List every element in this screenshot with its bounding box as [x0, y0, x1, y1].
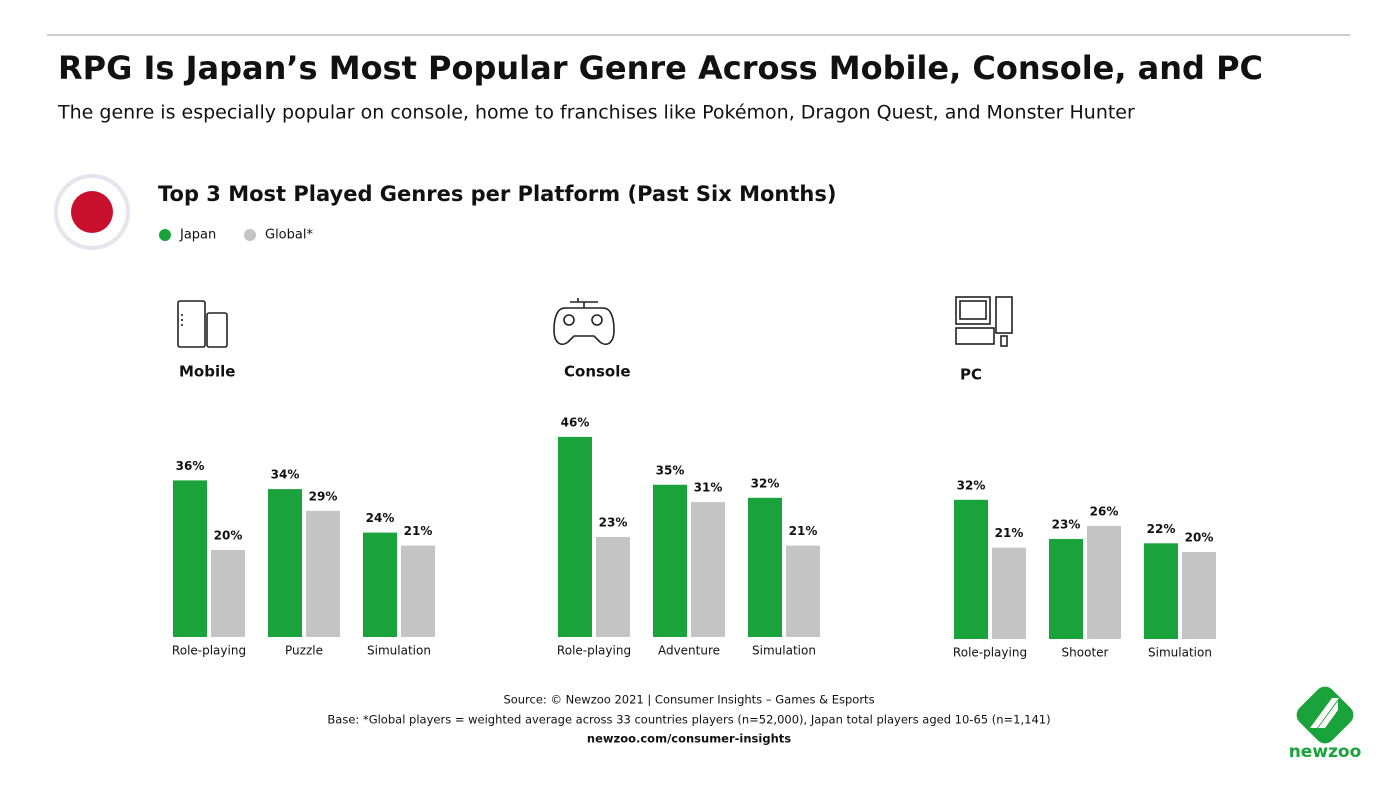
bar [1144, 543, 1178, 639]
value-label: 29% [309, 489, 338, 503]
category-label: Simulation [1148, 646, 1212, 660]
bar [211, 550, 245, 637]
value-label: 20% [1185, 531, 1214, 545]
value-label: 32% [751, 476, 780, 490]
bar [401, 545, 435, 637]
value-label: 20% [214, 529, 243, 543]
bar [954, 499, 988, 639]
base-note: Base: *Global players = weighted average… [327, 713, 1050, 727]
bar [1049, 538, 1083, 639]
legend-swatch [244, 229, 256, 241]
bar [691, 502, 725, 637]
bar [363, 532, 397, 637]
value-label: 23% [1052, 517, 1081, 531]
url: newzoo.com/consumer-insights [587, 732, 791, 746]
title: RPG Is Japan’s Most Popular Genre Across… [58, 49, 1263, 87]
flag-sun [71, 191, 113, 233]
category-label: Puzzle [285, 644, 323, 658]
icon-console [553, 298, 615, 346]
category-label: Role-playing [953, 646, 1027, 660]
platform-label: Mobile [179, 363, 235, 381]
bar [992, 547, 1026, 639]
value-label: 26% [1090, 504, 1119, 518]
category-label: Role-playing [172, 644, 246, 658]
category-label: Role-playing [557, 644, 631, 658]
value-label: 32% [957, 478, 986, 492]
value-label: 21% [995, 526, 1024, 540]
subtitle: The genre is especially popular on conso… [57, 102, 1135, 124]
legend-label: Global* [265, 228, 313, 243]
logo-mark [1296, 686, 1354, 744]
legend-swatch [159, 229, 171, 241]
value-label: 31% [694, 481, 723, 495]
category-label: Simulation [367, 644, 431, 658]
bar [786, 545, 820, 637]
category-label: Shooter [1062, 646, 1109, 660]
value-label: 21% [789, 524, 818, 538]
value-label: 34% [271, 468, 300, 482]
bar [1087, 525, 1121, 639]
section-title: Top 3 Most Played Genres per Platform (P… [158, 182, 836, 206]
platform-label: Console [564, 363, 631, 381]
bar [1182, 552, 1216, 639]
value-label: 24% [366, 511, 395, 525]
bar [596, 536, 630, 637]
bar [748, 497, 782, 637]
value-label: 22% [1147, 522, 1176, 536]
bar [173, 480, 207, 637]
value-label: 36% [176, 459, 205, 473]
value-label: 23% [599, 515, 628, 529]
icon-pc [955, 296, 1013, 347]
bar [306, 510, 340, 637]
source: Source: © Newzoo 2021 | Consumer Insight… [503, 693, 874, 707]
icon-mobile [177, 300, 228, 348]
logo-text: newzoo [1289, 742, 1362, 762]
category-label: Adventure [658, 644, 720, 658]
platform-label: PC [960, 366, 982, 384]
value-label: 46% [561, 415, 590, 429]
legend-label: Japan [179, 228, 216, 243]
bar [268, 489, 302, 637]
value-label: 21% [404, 524, 433, 538]
value-label: 35% [656, 463, 685, 477]
bar [558, 436, 592, 637]
category-label: Simulation [752, 644, 816, 658]
bar [653, 484, 687, 637]
